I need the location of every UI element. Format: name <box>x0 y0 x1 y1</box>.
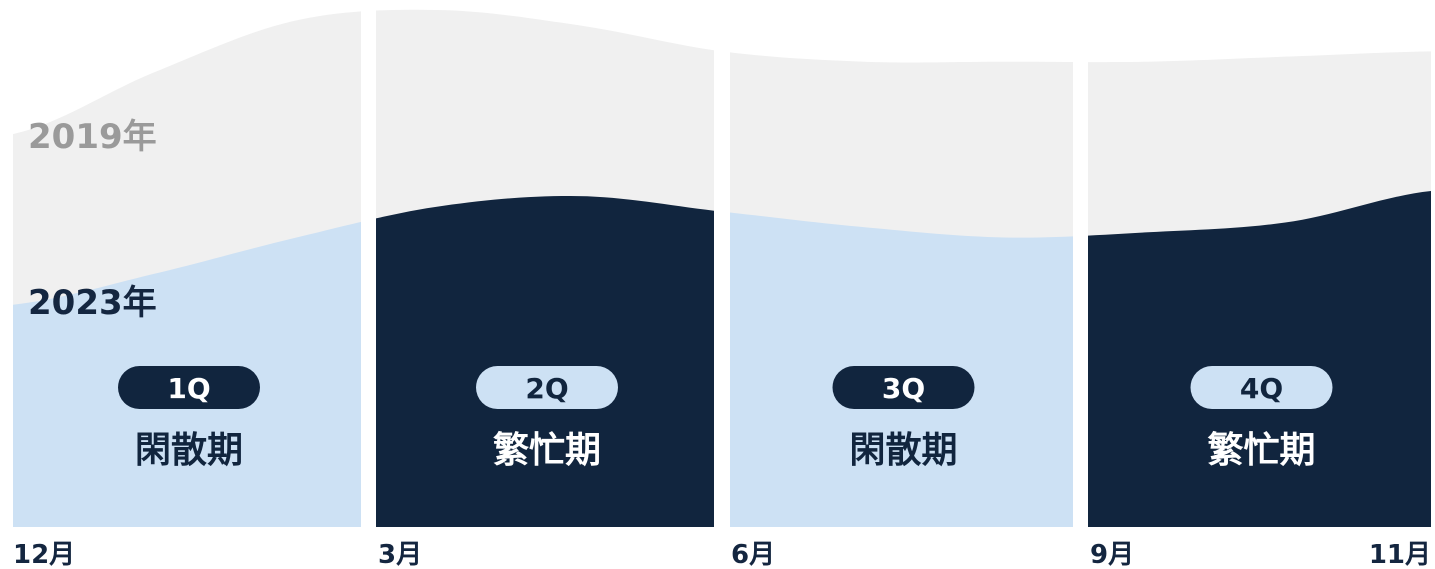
series-label-2023: 2023年 <box>28 283 157 323</box>
quarter-season-label: 閑散期 <box>849 430 957 471</box>
x-tick-label: 9月 <box>1090 540 1134 569</box>
x-tick-label: 3月 <box>378 540 422 569</box>
quarter-pill <box>1190 366 1333 409</box>
series-label-2019: 2019年 <box>28 117 157 157</box>
quarter-pill <box>476 366 618 409</box>
area-2023-q4 <box>1088 190 1431 527</box>
quarter-season-label: 繁忙期 <box>493 430 601 471</box>
quarter-pill <box>832 366 975 409</box>
quarter-pill-label: 3Q <box>882 372 925 405</box>
quarter-pill-label: 4Q <box>1240 372 1283 405</box>
quarter-2: 2Q 繁忙期 <box>476 366 618 471</box>
quarter-3: 3Q 閑散期 <box>832 366 975 471</box>
x-tick-label: 12月 <box>13 540 75 569</box>
x-tick-label: 11月 <box>1369 540 1431 569</box>
quarter-1: 1Q 閑散期 <box>118 366 260 471</box>
quarter-pill-label: 1Q <box>167 372 210 405</box>
area-2023-q2 <box>376 196 714 527</box>
quarter-labels-group: 1Q 閑散期 2Q 繁忙期 3Q 閑散期 4Q 繁忙期 <box>118 366 1333 471</box>
x-axis-tick-labels: 12月 3月 6月 9月 11月 <box>13 540 1431 569</box>
quarter-season-label: 閑散期 <box>135 430 243 471</box>
quarter-pill <box>118 366 260 409</box>
quarter-season-label: 繁忙期 <box>1207 430 1315 471</box>
x-tick-label: 6月 <box>731 540 775 569</box>
quarter-pill-label: 2Q <box>525 372 568 405</box>
quarter-4: 4Q 繁忙期 <box>1190 366 1333 471</box>
